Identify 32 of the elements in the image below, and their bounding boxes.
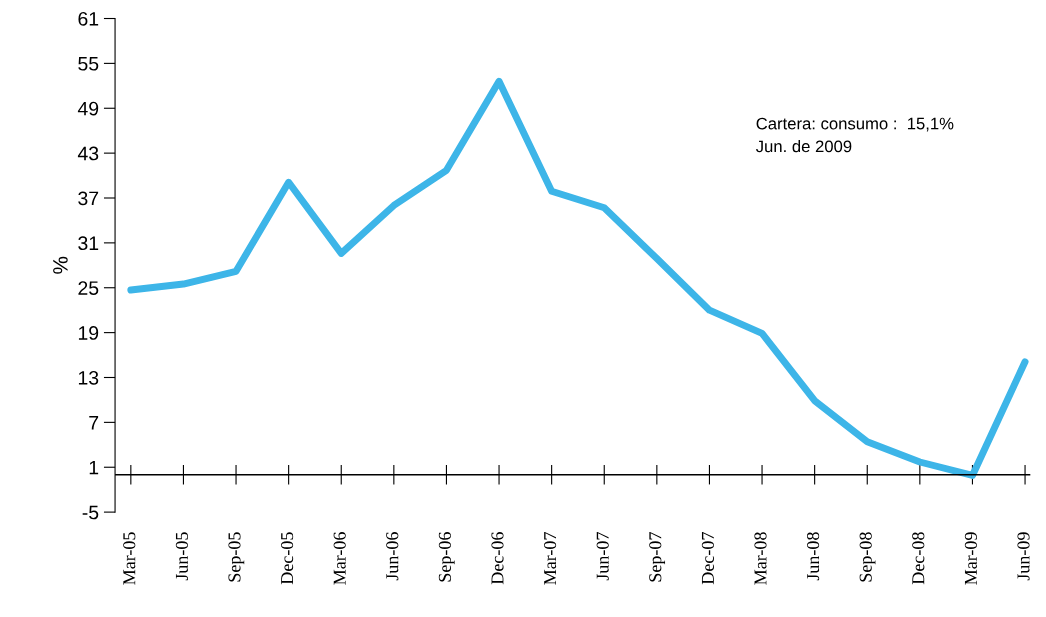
x-tick-label: Mar-09 bbox=[964, 532, 977, 585]
y-axis-title: % bbox=[53, 256, 68, 274]
y-tick-label: 31 bbox=[78, 236, 99, 251]
y-tick-label: 49 bbox=[77, 101, 99, 116]
x-tick-label: Jun-09 bbox=[1017, 532, 1030, 581]
y-tick-label: 37 bbox=[78, 191, 99, 206]
x-tick-label: Jun-05 bbox=[175, 532, 188, 581]
x-tick-label: Mar-05 bbox=[123, 532, 136, 585]
x-tick-label: Dec-05 bbox=[280, 532, 294, 585]
x-tick-label: Jun-08 bbox=[806, 532, 820, 581]
x-tick-label: Mar-06 bbox=[333, 532, 346, 585]
x-tick-label: Sep-05 bbox=[228, 532, 245, 582]
x-tick-label: Sep-08 bbox=[859, 532, 876, 582]
y-tick-label: 55 bbox=[78, 57, 99, 71]
x-tick-label: Mar-08 bbox=[754, 532, 767, 585]
y-tick-label: 61 bbox=[78, 11, 99, 26]
x-tick-label: Sep-06 bbox=[438, 532, 455, 582]
y-tick-label: 1 bbox=[89, 460, 99, 475]
y-tick-label: 25 bbox=[78, 281, 99, 295]
annotation: Cartera: consumo : 15,1% Jun. de 2009 bbox=[756, 117, 954, 153]
x-tick-label: Mar-07 bbox=[543, 532, 557, 585]
x-tick-label: Sep-07 bbox=[649, 532, 666, 582]
y-tick-label: 19 bbox=[78, 326, 99, 340]
y-tick-label: 13 bbox=[78, 370, 99, 385]
x-tick-label: Jun-06 bbox=[386, 532, 399, 581]
y-tick-label: -5 bbox=[82, 505, 99, 520]
y-tick-label: 7 bbox=[89, 416, 99, 430]
x-tick-label: Jun-07 bbox=[596, 532, 609, 581]
x-tick-label: Dec-08 bbox=[912, 532, 925, 585]
x-tick-label: Dec-06 bbox=[491, 532, 504, 585]
x-tick-label: Dec-07 bbox=[701, 532, 714, 585]
y-tick-label: 43 bbox=[77, 146, 99, 161]
